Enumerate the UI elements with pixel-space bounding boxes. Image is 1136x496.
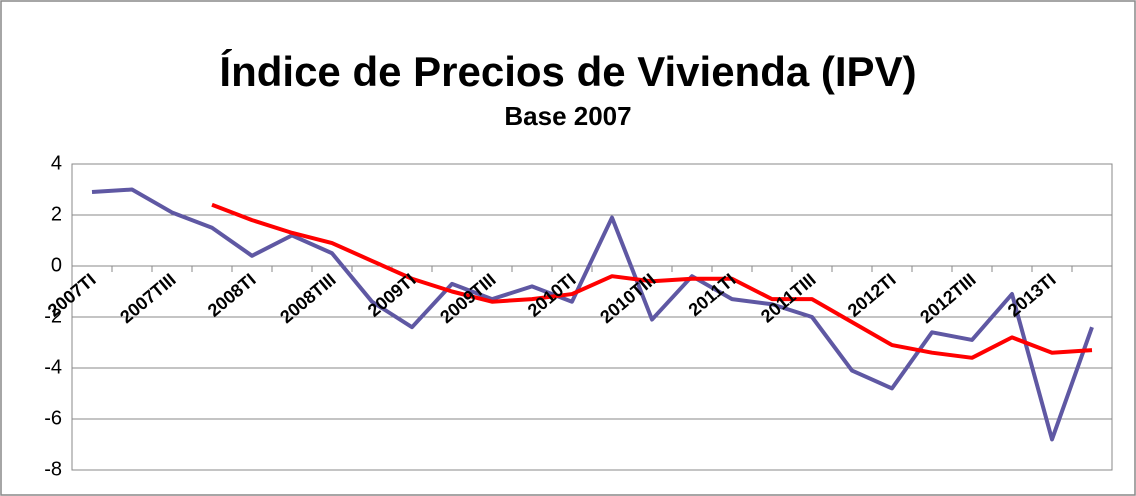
y-tick-label: -4 — [44, 356, 62, 378]
series-line — [91, 187, 1094, 442]
y-tick-label: 4 — [51, 152, 62, 174]
y-tick-label: -8 — [44, 458, 62, 480]
y-tick-label: -6 — [44, 407, 62, 429]
y-tick-label: 2 — [51, 203, 62, 225]
y-tick-label: -2 — [44, 305, 62, 327]
series-line — [211, 202, 1093, 360]
chart-title: Índice de Precios de Vivienda (IPV) — [219, 48, 916, 95]
y-tick-label: 0 — [51, 254, 62, 276]
chart-subtitle: Base 2007 — [504, 101, 631, 131]
